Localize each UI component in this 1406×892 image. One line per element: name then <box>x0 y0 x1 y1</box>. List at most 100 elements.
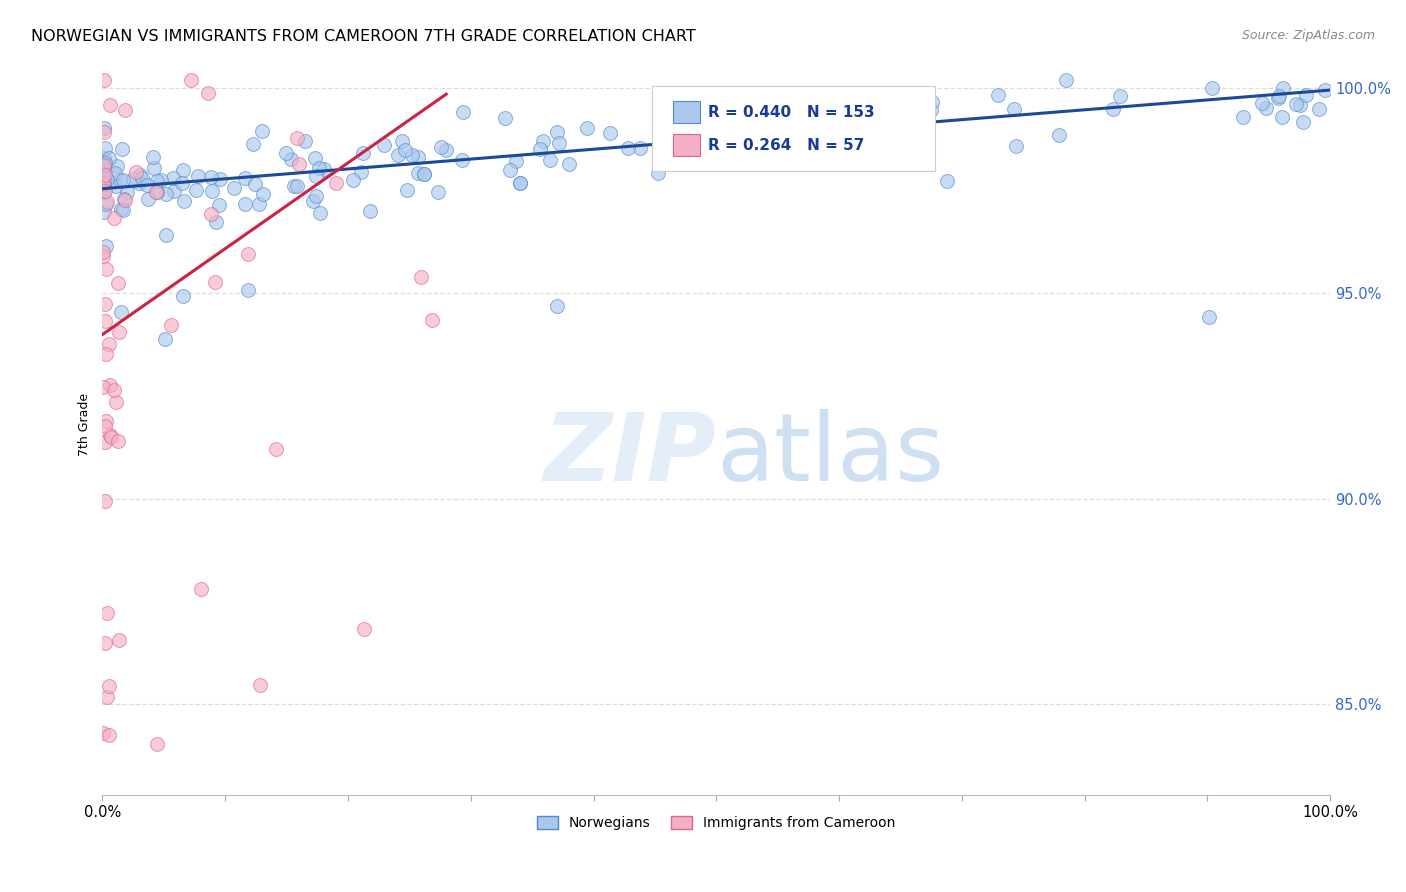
Point <box>1201 81 1223 95</box>
Point <box>1271 81 1294 95</box>
Point <box>108 173 131 187</box>
Point <box>628 141 651 155</box>
Point <box>236 246 259 260</box>
Point <box>96 197 118 211</box>
Point <box>93 186 115 200</box>
Point <box>657 124 679 138</box>
Point <box>1251 96 1274 111</box>
Point <box>401 147 423 161</box>
Point <box>186 169 208 184</box>
Point <box>91 726 114 740</box>
Point <box>93 152 115 166</box>
Text: R = 0.440   N = 153: R = 0.440 N = 153 <box>707 104 875 120</box>
Point <box>359 203 381 218</box>
Point <box>1108 89 1130 103</box>
Point <box>294 134 316 148</box>
Point <box>987 88 1010 103</box>
Point <box>98 336 121 351</box>
Point <box>342 172 364 186</box>
Point <box>353 622 375 636</box>
Point <box>104 395 127 409</box>
Point <box>93 125 115 139</box>
Point <box>97 728 120 742</box>
Point <box>842 136 865 150</box>
Point <box>373 138 395 153</box>
Point <box>1308 103 1330 117</box>
Point <box>1254 101 1277 115</box>
Point <box>93 184 115 198</box>
Point <box>172 176 194 190</box>
Point <box>91 244 114 259</box>
Point <box>494 111 516 125</box>
Point <box>352 146 374 161</box>
Point <box>115 186 138 200</box>
Point <box>1047 128 1070 142</box>
Text: Source: ZipAtlas.com: Source: ZipAtlas.com <box>1241 29 1375 42</box>
Point <box>91 380 114 394</box>
Point <box>142 161 165 175</box>
Point <box>235 170 257 185</box>
Point <box>247 197 270 211</box>
FancyBboxPatch shape <box>652 87 935 171</box>
Point <box>208 172 231 186</box>
Point <box>103 211 125 226</box>
Point <box>1295 88 1317 103</box>
Point <box>408 151 430 165</box>
Point <box>546 125 568 139</box>
Point <box>280 152 302 166</box>
Point <box>1002 103 1025 117</box>
Point <box>146 737 169 751</box>
Point <box>413 167 436 181</box>
Point <box>98 378 121 392</box>
Point <box>93 167 115 181</box>
Point <box>283 179 305 194</box>
Point <box>409 269 432 284</box>
Point <box>305 189 328 203</box>
Legend: Norwegians, Immigrants from Cameroon: Norwegians, Immigrants from Cameroon <box>531 811 901 836</box>
Point <box>451 105 474 120</box>
Bar <box>673 101 700 123</box>
Point <box>93 158 115 172</box>
Point <box>94 419 117 434</box>
Point <box>93 435 115 450</box>
Point <box>531 134 554 148</box>
Point <box>104 178 127 193</box>
Point <box>100 430 122 444</box>
Point <box>98 679 121 693</box>
Point <box>546 299 568 313</box>
Point <box>107 434 129 448</box>
Point <box>138 192 160 206</box>
Point <box>285 178 308 193</box>
Point <box>245 177 267 191</box>
Point <box>93 121 115 136</box>
Point <box>921 95 943 110</box>
Point <box>200 207 222 221</box>
Point <box>94 156 117 170</box>
Point <box>172 163 194 178</box>
Point <box>204 276 226 290</box>
Point <box>93 179 115 194</box>
Point <box>111 173 134 187</box>
Point <box>91 248 114 262</box>
Point <box>125 165 148 179</box>
Point <box>142 150 165 164</box>
Point <box>103 383 125 397</box>
Point <box>163 184 186 198</box>
Point <box>665 119 688 133</box>
Point <box>436 143 458 157</box>
Point <box>94 141 117 155</box>
Point <box>773 148 796 162</box>
Point <box>274 146 297 161</box>
Point <box>233 197 256 211</box>
Point <box>1292 115 1315 129</box>
Point <box>509 177 531 191</box>
Point <box>792 89 814 103</box>
Point <box>131 171 153 186</box>
Point <box>1198 310 1220 325</box>
Point <box>96 347 118 361</box>
Point <box>538 153 561 167</box>
Text: ZIP: ZIP <box>544 409 716 500</box>
Point <box>93 177 115 191</box>
Point <box>149 173 172 187</box>
Point <box>872 145 894 159</box>
